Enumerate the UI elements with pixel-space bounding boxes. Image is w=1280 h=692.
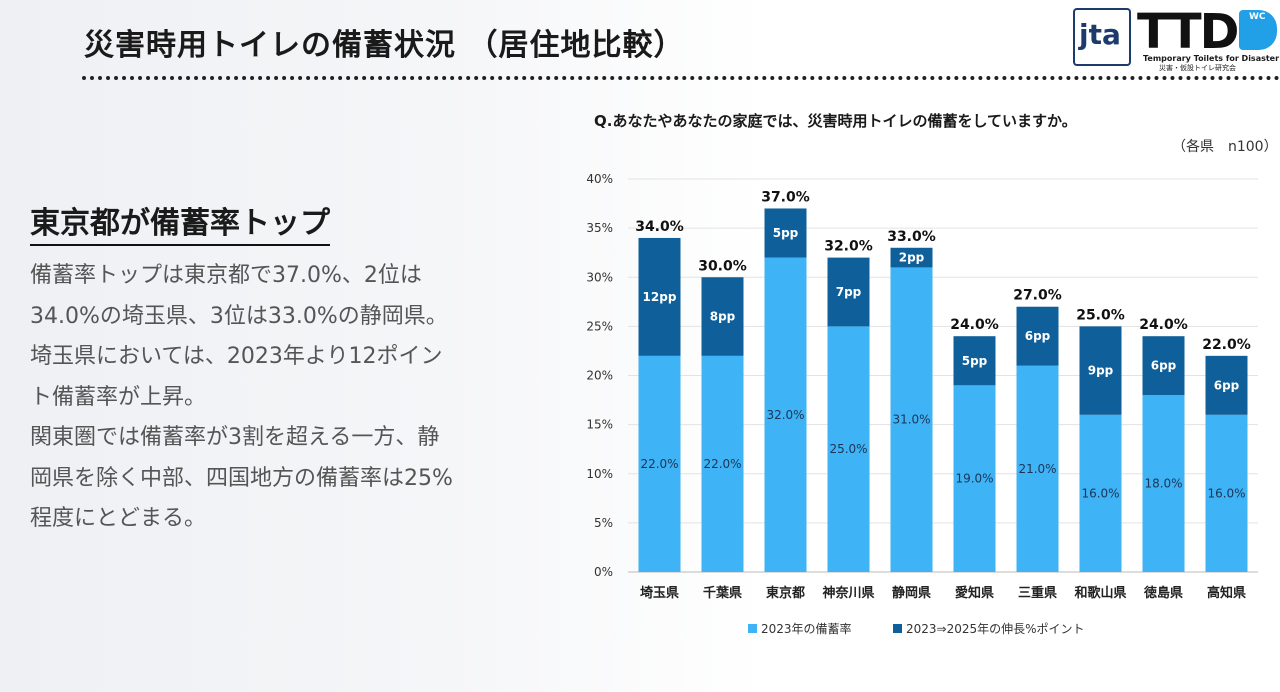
data-label-increase: 2pp	[899, 251, 925, 265]
ttd-logo-subtitle-jp: 災害・仮設トイレ研究会	[1159, 64, 1236, 72]
summary-line: 備蓄率トップは東京都で37.0%、2位は	[30, 263, 422, 288]
bar-segment-2023	[953, 385, 996, 572]
bar-segment-increase	[953, 336, 996, 386]
x-tick-label: 和歌山県	[1074, 585, 1126, 601]
bar-segment-2023	[1079, 414, 1122, 572]
jta-logo: jta	[1073, 8, 1131, 66]
x-tick-label: 愛知県	[955, 585, 994, 601]
bar-segment-2023	[890, 267, 933, 572]
data-label-2023: 19.0%	[955, 472, 993, 486]
x-tick-label: 千葉県	[703, 585, 742, 601]
chart-title: Q.あなたやあなたの家庭では、災害時用トイレの備蓄をしていますか。	[594, 112, 1077, 130]
bar-segment-increase	[701, 277, 744, 356]
legend-swatch	[893, 624, 902, 633]
bar-segment-increase	[764, 208, 807, 258]
data-label-2023: 31.0%	[892, 413, 930, 427]
bar-segment-increase	[890, 247, 933, 268]
sample-note: （各県 n100）	[1172, 139, 1278, 155]
y-tick-label: 20%	[586, 369, 613, 383]
x-tick-label: 埼玉県	[640, 585, 679, 601]
bar-segment-2023	[1016, 365, 1059, 572]
bar-segment-2023	[1142, 395, 1185, 572]
x-tick-label: 神奈川県	[822, 585, 874, 601]
legend-label: 2023年の備蓄率	[761, 621, 852, 636]
data-label-2023: 18.0%	[1144, 477, 1182, 491]
total-label: 24.0%	[950, 317, 999, 333]
total-label: 32.0%	[824, 239, 873, 255]
summary-text: 備蓄率トップは東京都で37.0%、2位は 34.0%の埼玉県、3位は33.0%の…	[30, 256, 540, 540]
bar-segment-increase	[1142, 336, 1185, 396]
y-tick-label: 10%	[586, 467, 613, 481]
ttd-logo-text: TTD	[1137, 4, 1239, 60]
summary-line: 34.0%の埼玉県、3位は33.0%の静岡県。	[30, 303, 448, 329]
x-tick-label: 三重県	[1018, 585, 1057, 601]
legend-swatch	[748, 624, 757, 633]
data-label-2023: 22.0%	[640, 457, 678, 471]
bar-segment-increase	[827, 257, 870, 327]
summary-line: ト備蓄率が上昇。	[30, 384, 207, 410]
data-label-2023: 32.0%	[766, 408, 804, 422]
data-label-2023: 16.0%	[1081, 486, 1119, 500]
data-label-2023: 25.0%	[829, 442, 867, 456]
total-label: 27.0%	[1013, 288, 1062, 304]
total-label: 34.0%	[635, 219, 684, 235]
bar-segment-2023	[764, 257, 807, 572]
x-tick-label: 高知県	[1207, 585, 1246, 601]
bar-segment-increase	[1079, 326, 1122, 415]
data-label-increase: 6pp	[1025, 329, 1051, 343]
bar-segment-increase	[1205, 355, 1248, 415]
total-label: 25.0%	[1076, 307, 1125, 323]
data-label-increase: 5pp	[962, 354, 988, 368]
total-label: 30.0%	[698, 258, 747, 274]
total-label: 37.0%	[761, 189, 810, 205]
y-tick-label: 0%	[594, 565, 613, 579]
data-label-increase: 9pp	[1088, 364, 1114, 378]
bar-segment-2023	[638, 355, 681, 572]
jta-logo-text: jta	[1079, 18, 1121, 51]
data-label-increase: 12pp	[643, 290, 677, 304]
x-tick-label: 徳島県	[1143, 585, 1183, 601]
bar-segment-2023	[1205, 414, 1248, 572]
x-tick-label: 静岡県	[892, 585, 931, 601]
x-tick-label: 東京都	[766, 585, 805, 601]
y-tick-label: 35%	[586, 221, 613, 235]
bar-segment-increase	[1016, 306, 1059, 366]
total-label: 22.0%	[1202, 337, 1251, 353]
y-tick-label: 40%	[586, 172, 613, 186]
summary-line: 程度にとどまる。	[30, 506, 207, 531]
data-label-increase: 7pp	[836, 285, 862, 299]
dotted-divider	[82, 76, 1280, 80]
bar-segment-2023	[701, 355, 744, 572]
total-label: 33.0%	[887, 229, 936, 245]
data-label-increase: 5pp	[773, 226, 799, 240]
summary-line: 埼玉県においては、2023年より12ポイン	[30, 344, 443, 369]
data-label-2023: 16.0%	[1207, 486, 1245, 500]
ttd-logo-subtitle-en: Temporary Toilets for Disaster	[1143, 54, 1280, 63]
y-tick-label: 25%	[586, 319, 613, 333]
ttd-logo: TTD WC Temporary Toilets for Disaster 災害…	[1137, 4, 1280, 72]
legend-label: 2023⇒2025年の伸長%ポイント	[906, 622, 1085, 636]
y-tick-label: 30%	[586, 270, 613, 284]
ttd-logo-mark: WC	[1239, 10, 1277, 50]
data-label-increase: 6pp	[1214, 378, 1240, 392]
y-tick-label: 5%	[594, 516, 613, 530]
summary-line: 岡県を除く中部、四国地方の備蓄率は25%	[30, 465, 453, 491]
data-label-increase: 8pp	[710, 310, 736, 324]
data-label-increase: 6pp	[1151, 359, 1177, 373]
bar-segment-2023	[827, 326, 870, 572]
data-label-2023: 21.0%	[1018, 462, 1056, 476]
ttd-logo-mark-text: WC	[1249, 12, 1266, 22]
headline: 東京都が備蓄率トップ	[30, 198, 330, 246]
page-title: 災害時用トイレの備蓄状況 （居住地比較）	[84, 28, 685, 63]
summary-line: 関東圏では備蓄率が3割を超える一方、静	[30, 425, 440, 450]
total-label: 24.0%	[1139, 317, 1188, 333]
bar-segment-increase	[638, 237, 681, 356]
data-label-2023: 22.0%	[703, 457, 741, 471]
y-tick-label: 15%	[586, 418, 613, 432]
